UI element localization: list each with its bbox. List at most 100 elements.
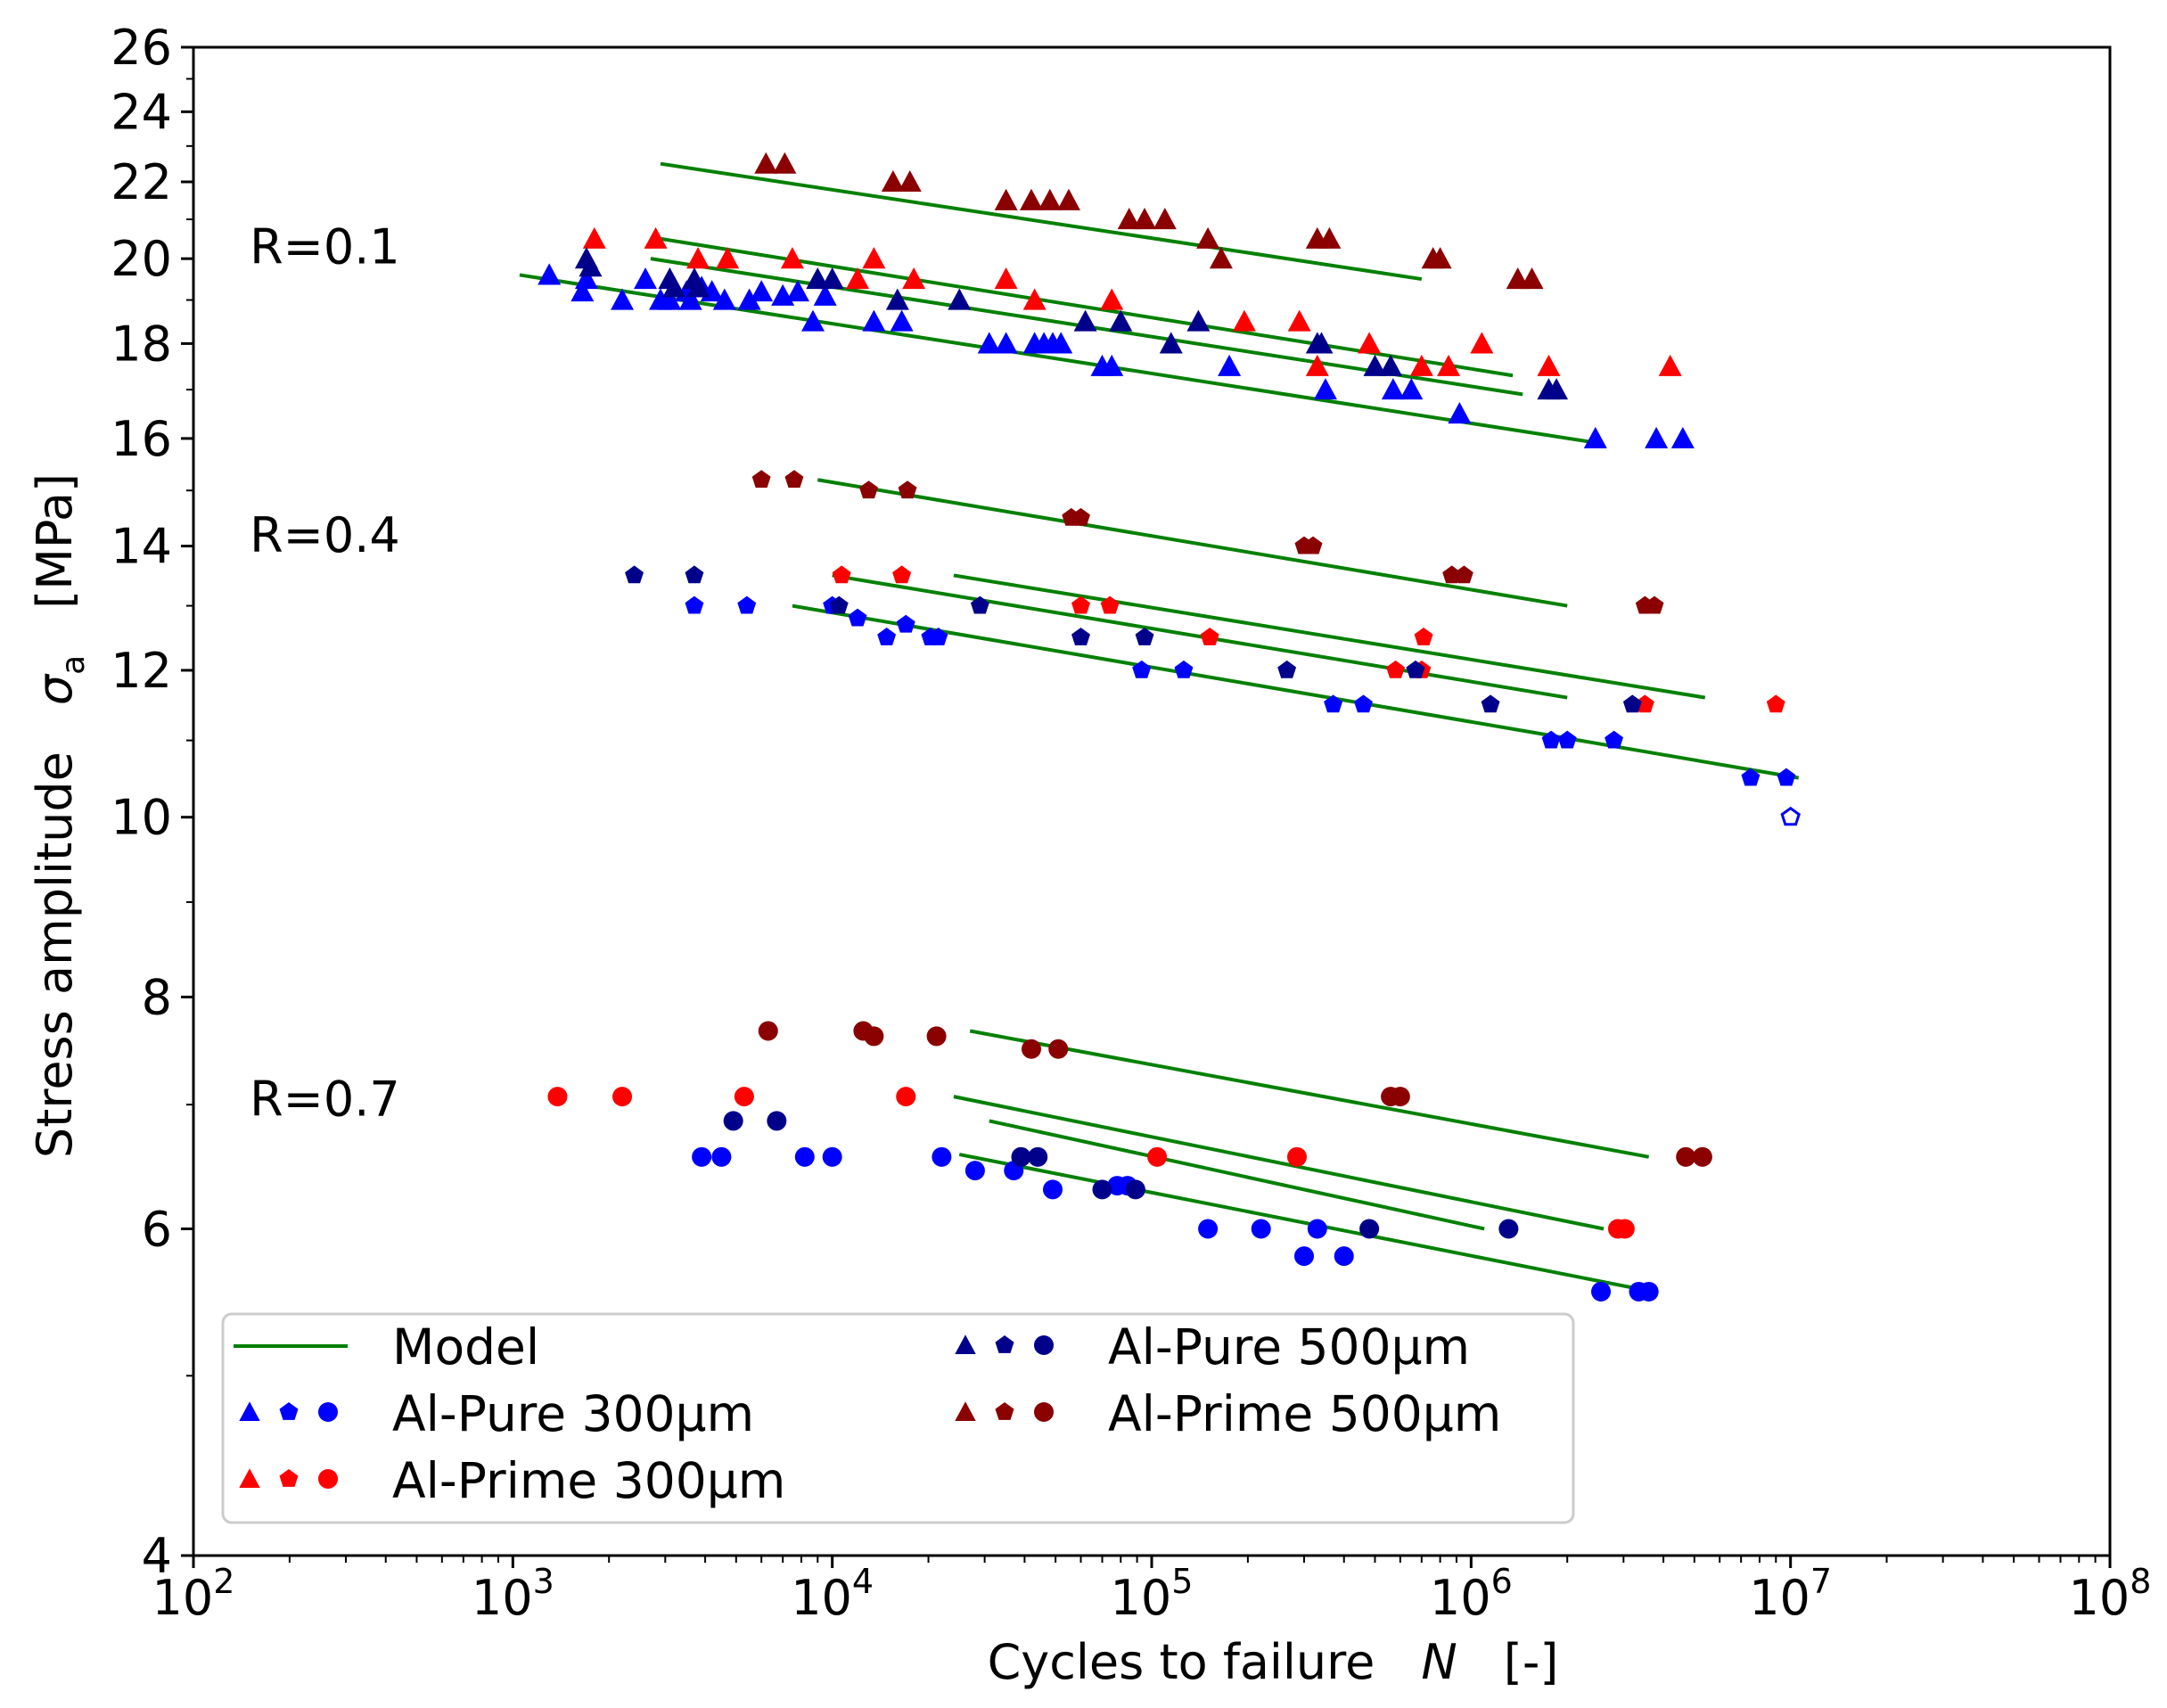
triangle-marker (1400, 378, 1424, 400)
pentagon-marker (1277, 660, 1297, 678)
triangle-marker (1379, 354, 1403, 376)
pentagon-marker (848, 608, 867, 627)
triangle-marker (686, 247, 710, 269)
y-axis-label-text: Stress amplitude (27, 751, 83, 1158)
triangle-marker (678, 288, 702, 310)
triangle-marker (846, 267, 870, 290)
circle-marker (926, 1026, 947, 1047)
circle-marker (1676, 1146, 1696, 1167)
triangle-marker (1287, 309, 1311, 332)
pentagon-marker (1635, 694, 1654, 713)
triangle-marker (994, 267, 1018, 290)
circle-marker (1286, 1146, 1307, 1167)
pentagon-marker (1777, 768, 1796, 786)
circle-marker (1147, 1146, 1168, 1167)
triangle-marker (1117, 208, 1141, 230)
series-al-prime-300-m-r04 (832, 565, 1785, 713)
pentagon-marker (685, 565, 704, 584)
triangle-marker (820, 267, 844, 290)
triangle-marker (1317, 226, 1342, 249)
triangle-marker (1022, 288, 1047, 310)
circle-marker (547, 1087, 568, 1107)
model-line (660, 161, 1423, 282)
circle-marker (896, 1087, 916, 1107)
triangle-marker (1437, 354, 1461, 376)
circle-marker (1498, 1219, 1519, 1239)
series-al-prime-500-m-r04 (751, 470, 1664, 614)
pentagon-marker (877, 628, 897, 645)
y-tick-label: 24 (111, 84, 172, 140)
y-tick-label: 12 (111, 643, 172, 699)
model-line (953, 573, 1706, 700)
pentagon-marker (892, 565, 912, 584)
pentagon-marker (751, 470, 771, 489)
circle-marker (794, 1146, 815, 1167)
legend-entry-al-prime-300: Al-Prime 300µm (239, 1452, 785, 1509)
pentagon-marker (1645, 595, 1664, 614)
legend-label-al-prime-500: Al-Prime 500µm (1108, 1385, 1501, 1442)
pentagon-marker (1071, 628, 1090, 645)
triangle-marker (1448, 402, 1472, 424)
triangle-marker (634, 267, 658, 290)
triangle-marker (881, 170, 905, 193)
y-tick-label: 4 (142, 1528, 172, 1584)
model-line (519, 273, 1602, 446)
pentagon-marker (625, 565, 644, 584)
triangle-marker (1038, 188, 1062, 210)
triangle-marker (1196, 226, 1220, 249)
circle-marker (692, 1146, 712, 1167)
triangle-marker (780, 247, 804, 269)
legend-markers-al-prime-500 (955, 1401, 1054, 1422)
pentagon-marker (896, 614, 915, 633)
triangle-marker (644, 226, 668, 249)
pentagon-marker (1442, 565, 1462, 584)
pentagon-marker (898, 480, 917, 499)
pentagon-marker (1071, 595, 1090, 614)
triangle-marker (1670, 426, 1695, 448)
x-tick-label: 108 (2069, 1562, 2152, 1626)
triangle-marker (570, 280, 595, 302)
pentagon-marker (1741, 768, 1761, 786)
data-markers (538, 152, 1801, 1302)
pentagon-marker (1622, 694, 1642, 713)
x-axis-label-symbol: N (1421, 1634, 1457, 1690)
triangle-marker (1100, 354, 1124, 376)
pentagon-marker (1481, 694, 1500, 713)
pentagon-marker (859, 480, 878, 499)
triangle-marker (1100, 288, 1124, 310)
triangle-marker (538, 263, 562, 285)
circle-marker (1293, 1246, 1314, 1267)
triangle-marker (806, 267, 830, 290)
triangle-marker (239, 1468, 260, 1488)
triangle-marker (574, 267, 598, 290)
circle-marker (1614, 1219, 1635, 1239)
pentagon-marker (829, 595, 849, 614)
circle-marker (1307, 1219, 1327, 1239)
y-tick-label: 18 (111, 316, 172, 372)
triangle-marker (862, 247, 886, 269)
x-axis-label-unit: [-] (1504, 1634, 1559, 1690)
triangle-marker (1186, 309, 1211, 332)
circle-marker (1011, 1146, 1031, 1167)
legend-entry-model: Model (234, 1318, 539, 1375)
triangle-marker (1381, 378, 1405, 400)
triangle-marker (955, 1334, 976, 1354)
pentagon-marker (1766, 694, 1785, 713)
x-tick-label: 107 (1749, 1562, 1832, 1626)
pentagon-marker (929, 628, 948, 645)
x-tick-label: 103 (472, 1562, 554, 1626)
triangle-marker (977, 332, 1001, 354)
pentagon-marker (1071, 507, 1090, 526)
triangle-marker (1073, 309, 1097, 332)
pentagon-marker (1557, 730, 1577, 749)
pentagon-marker (1354, 694, 1373, 713)
circle-marker (318, 1402, 338, 1422)
pentagon-marker (279, 1402, 299, 1420)
y-tick-label: 6 (142, 1201, 172, 1257)
triangle-marker (716, 247, 740, 269)
triangle-marker (579, 255, 603, 277)
triangle-marker (712, 288, 736, 310)
pentagon-marker (1406, 660, 1425, 678)
pentagon-marker (737, 595, 757, 614)
pentagon-marker (1174, 660, 1194, 678)
